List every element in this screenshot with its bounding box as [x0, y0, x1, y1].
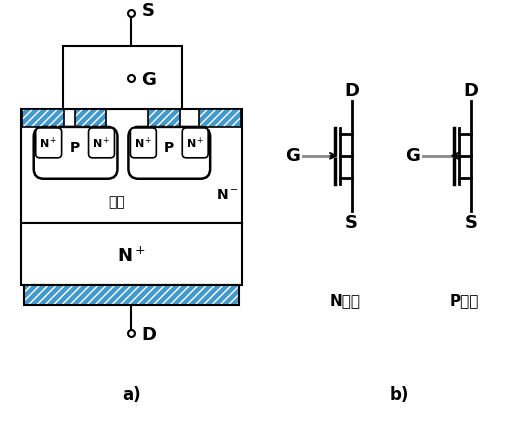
Bar	[75, 109, 107, 127]
Bar	[148, 109, 180, 127]
Bar	[148, 109, 180, 127]
Text: N$^+$: N$^+$	[186, 135, 205, 151]
Text: N$^+$: N$^+$	[39, 135, 58, 151]
Bar	[22, 109, 64, 127]
FancyBboxPatch shape	[34, 127, 118, 179]
Text: S: S	[465, 214, 478, 232]
Text: S: S	[345, 214, 358, 232]
Bar	[21, 109, 242, 223]
FancyBboxPatch shape	[128, 127, 210, 179]
Bar	[199, 109, 241, 127]
FancyBboxPatch shape	[89, 128, 114, 158]
Text: P: P	[164, 141, 174, 155]
Bar	[22, 109, 64, 127]
Text: G: G	[286, 147, 301, 165]
Text: D: D	[344, 82, 359, 100]
Text: S: S	[142, 2, 154, 20]
Bar	[199, 109, 241, 127]
Bar	[199, 109, 241, 127]
Text: b): b)	[390, 386, 409, 404]
Text: N$^+$: N$^+$	[134, 135, 153, 151]
Bar	[75, 109, 107, 127]
Text: N$^-$: N$^-$	[216, 188, 238, 202]
Bar	[24, 285, 239, 305]
Text: P: P	[70, 141, 80, 155]
Text: a): a)	[122, 386, 141, 404]
Bar	[24, 285, 239, 305]
Text: P沟道: P沟道	[449, 293, 479, 308]
Text: N沟道: N沟道	[329, 293, 360, 308]
Text: N$^+$: N$^+$	[92, 135, 111, 151]
Text: D: D	[142, 326, 156, 344]
Text: N$^+$: N$^+$	[117, 246, 146, 266]
Text: G: G	[405, 147, 420, 165]
Bar	[148, 109, 180, 127]
Bar	[21, 223, 242, 285]
FancyBboxPatch shape	[130, 128, 156, 158]
Text: D: D	[464, 82, 479, 100]
Text: 沟道: 沟道	[108, 196, 125, 210]
FancyBboxPatch shape	[182, 128, 208, 158]
FancyBboxPatch shape	[36, 128, 61, 158]
Bar	[75, 109, 107, 127]
Text: G: G	[142, 70, 156, 89]
Bar	[22, 109, 64, 127]
Bar	[63, 46, 182, 109]
Bar	[24, 285, 239, 305]
